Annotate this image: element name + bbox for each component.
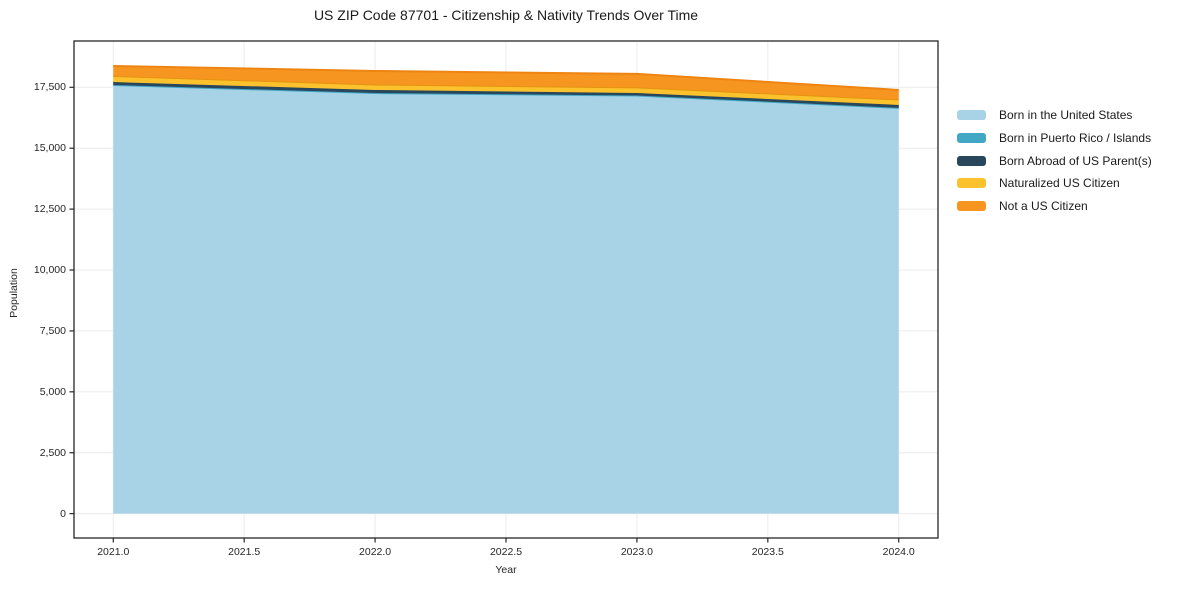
legend-item-1: Born in Puerto Rico / Islands [957,127,1152,150]
y-axis-title: Population [8,268,20,318]
legend-label: Born in Puerto Rico / Islands [999,131,1152,146]
legend-item-3: Naturalized US Citizen [957,172,1152,195]
legend-item-0: Born in the United States [957,104,1152,127]
legend-label: Born in the United States [999,108,1133,123]
legend-swatch [957,155,986,166]
y-tick-label: 10,000 [33,264,66,276]
area-layer-4 [113,65,899,100]
legend-label: Not a US Citizen [999,199,1088,214]
chart-title: US ZIP Code 87701 - Citizenship & Nativi… [313,7,699,23]
y-tick-label: 12,500 [33,203,66,216]
y-tick-label: 5,000 [39,385,66,398]
x-tick-label: 2024.0 [882,546,915,558]
y-tick-label: 15,000 [33,142,66,155]
x-tick-label: 2021.0 [97,546,130,558]
legend-label: Naturalized US Citizen [999,176,1120,191]
legend-swatch [957,178,986,189]
y-tick-label: 2,500 [39,446,66,459]
x-tick-label: 2022.5 [489,546,523,558]
legend-item-4: Not a US Citizen [957,195,1152,218]
legend-label: Born Abroad of US Parent(s) [999,153,1152,168]
x-tick-label: 2021.5 [228,546,261,558]
legend-item-2: Born Abroad of US Parent(s) [957,149,1152,172]
y-tick-label: 7,500 [39,324,66,337]
area-topline-4 [113,64,899,91]
x-axis-title: Year [495,564,517,576]
legend: Born in the United States Born in Puerto … [957,104,1152,217]
x-tick-label: 2023.5 [751,546,784,558]
x-tick-label: 2023.0 [620,546,653,558]
y-tick-label: 17,500 [33,81,66,94]
legend-swatch [957,133,986,144]
y-tick-label: 0 [60,507,66,520]
legend-swatch [957,110,986,121]
area-layer-0 [113,85,899,514]
legend-swatch [957,201,986,212]
x-tick-label: 2022.0 [359,546,392,558]
